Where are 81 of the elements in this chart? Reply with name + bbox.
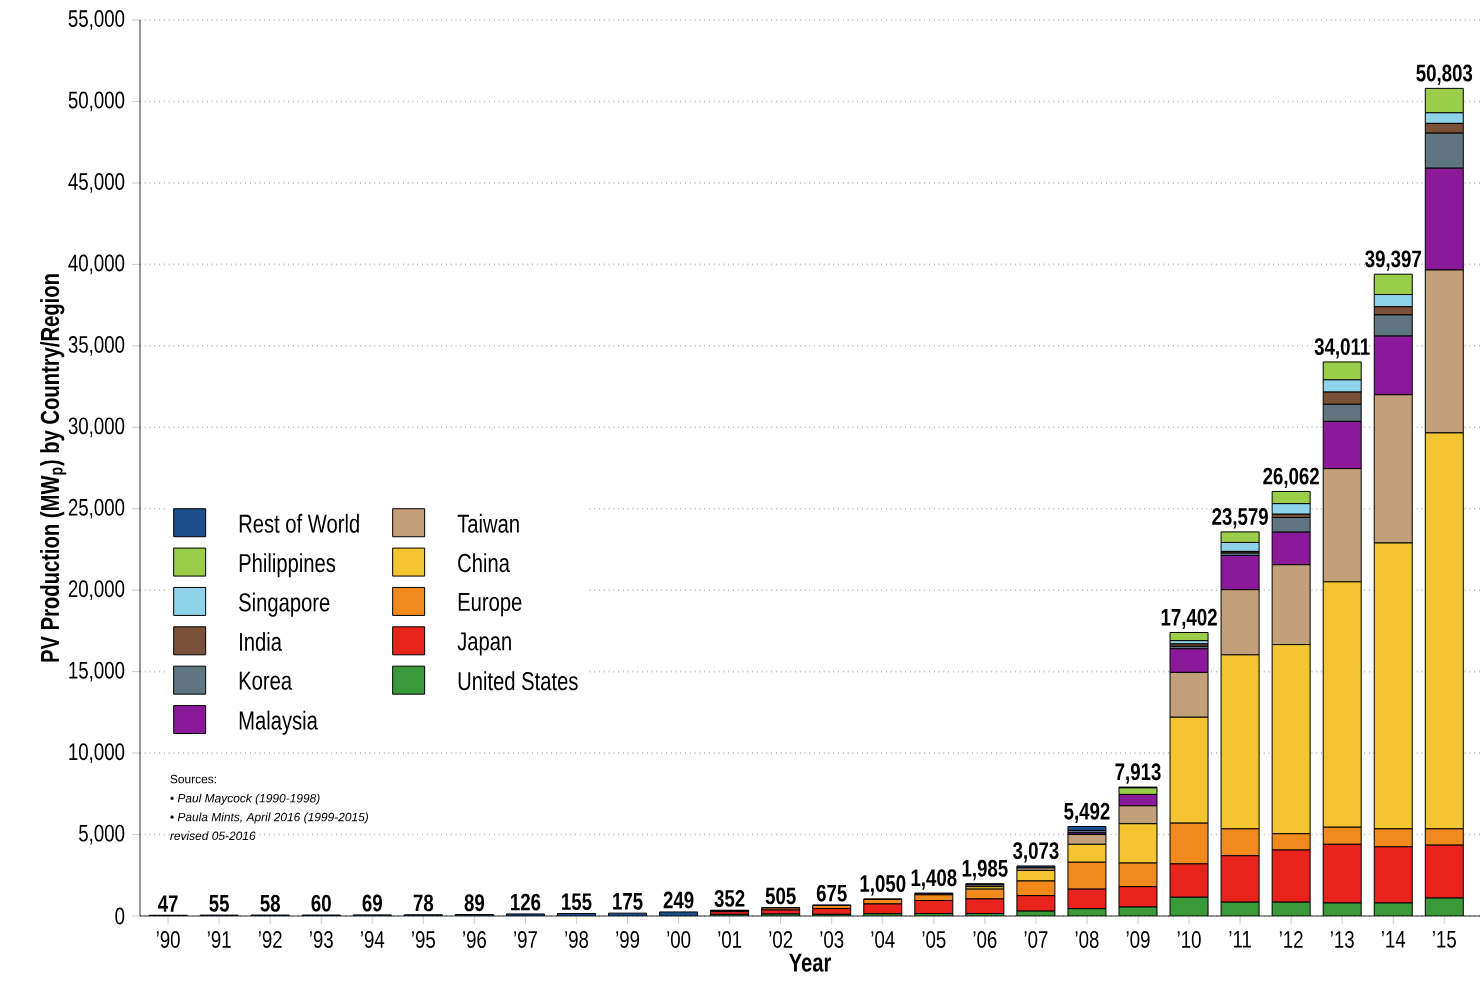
x-tick-label: ’08 — [1075, 931, 1099, 948]
x-tick-label: ’95 — [412, 931, 435, 948]
x-tick-label: ’96 — [463, 931, 486, 948]
annotation: Sources: — [170, 774, 216, 784]
legend-label: Korea — [239, 671, 293, 690]
annotation: revised 05-2016 — [170, 831, 256, 841]
y-tick-label: 15,000 — [69, 661, 125, 682]
y-tick-label: 25,000 — [68, 498, 125, 519]
x-tick-label: ’15 — [1433, 931, 1456, 948]
x-tick-label: ’94 — [360, 931, 385, 948]
x-tick-label: ’90 — [156, 931, 180, 948]
total-label: 26,062 — [1263, 467, 1319, 489]
total-label: 60 — [311, 894, 331, 912]
x-tick-label: ’12 — [1279, 931, 1303, 948]
total-label: 175 — [613, 893, 643, 910]
x-tick-label: ’13 — [1330, 931, 1354, 948]
total-label: 1,050 — [860, 875, 906, 896]
x-tick-label: ’91 — [207, 931, 231, 948]
y-axis-title: PV Production (MW$_{p}$) by Country/Region — [40, 274, 67, 662]
total-label: 249 — [663, 891, 694, 909]
total-label: 5,492 — [1064, 802, 1110, 824]
total-label: 1,985 — [962, 859, 1008, 881]
total-label: 675 — [816, 884, 847, 902]
y-tick-label: 40,000 — [68, 254, 125, 275]
y-tick-label: 0 — [115, 907, 125, 925]
x-tick-label: ’06 — [973, 931, 997, 948]
total-label: 55 — [209, 895, 229, 912]
x-tick-label: ’14 — [1381, 931, 1406, 948]
total-label: 39,397 — [1365, 250, 1421, 271]
x-tick-label: ’92 — [258, 931, 282, 948]
total-label: 155 — [562, 893, 592, 911]
x-tick-label: ’11 — [1229, 931, 1251, 948]
total-label: 3,073 — [1013, 842, 1059, 863]
total-label: 23,579 — [1212, 508, 1268, 529]
total-label: 7,913 — [1115, 763, 1161, 784]
x-tick-label: ’07 — [1024, 931, 1048, 948]
total-label: 78 — [413, 894, 434, 912]
annotation: • Paul Maycock (1990-1998) — [170, 793, 320, 805]
legend-label: Taiwan — [457, 513, 519, 533]
x-tick-label: ’02 — [769, 931, 793, 948]
legend-label: United States — [458, 671, 578, 691]
x-tick-label: ’10 — [1177, 931, 1201, 948]
x-tick-label: ’99 — [616, 931, 640, 948]
x-axis-title: Year — [789, 953, 832, 972]
total-label: 47 — [157, 895, 178, 912]
legend-label: Japan — [457, 632, 511, 656]
total-label: 126 — [511, 893, 541, 911]
x-tick-label: ’05 — [922, 931, 946, 948]
total-label: 34,011 — [1314, 338, 1370, 359]
total-label: 17,402 — [1161, 608, 1217, 630]
y-tick-label: 20,000 — [68, 580, 125, 601]
y-tick-label: 50,000 — [68, 91, 125, 112]
legend-label: China — [458, 553, 510, 573]
legend-label: Philippines — [239, 553, 336, 578]
total-label: 352 — [714, 889, 745, 907]
legend-label: Europe — [458, 593, 522, 617]
legend-label: Singapore — [239, 592, 330, 617]
x-tick-label: ’03 — [820, 931, 844, 948]
y-tick-label: 55,000 — [68, 10, 125, 30]
total-label: 1,408 — [911, 869, 957, 890]
x-tick-label: ’97 — [514, 931, 537, 948]
x-tick-label: ’04 — [871, 931, 895, 948]
y-tick-label: 10,000 — [69, 743, 125, 763]
y-tick-label: 35,000 — [68, 335, 125, 356]
total-label: 58 — [260, 894, 280, 912]
y-tick-label: 45,000 — [68, 173, 125, 193]
total-label: 89 — [464, 894, 485, 912]
x-tick-label: ’00 — [667, 931, 691, 948]
x-tick-label: ’93 — [309, 931, 333, 948]
x-tick-label: ’09 — [1126, 931, 1150, 948]
total-label: 69 — [362, 894, 382, 912]
annotation: • Paula Mints, April 2016 (1999-2015) — [170, 812, 369, 824]
total-label: 505 — [765, 887, 796, 905]
y-tick-label: 30,000 — [68, 417, 125, 438]
x-tick-label: ’98 — [565, 931, 589, 948]
legend-label: Rest of World — [239, 513, 359, 533]
legend-label: Malaysia — [239, 710, 318, 735]
y-tick-label: 5,000 — [79, 824, 125, 845]
x-tick-label: ’01 — [718, 931, 742, 948]
total-label: 50,803 — [1416, 64, 1473, 85]
legend-label: India — [240, 631, 282, 651]
